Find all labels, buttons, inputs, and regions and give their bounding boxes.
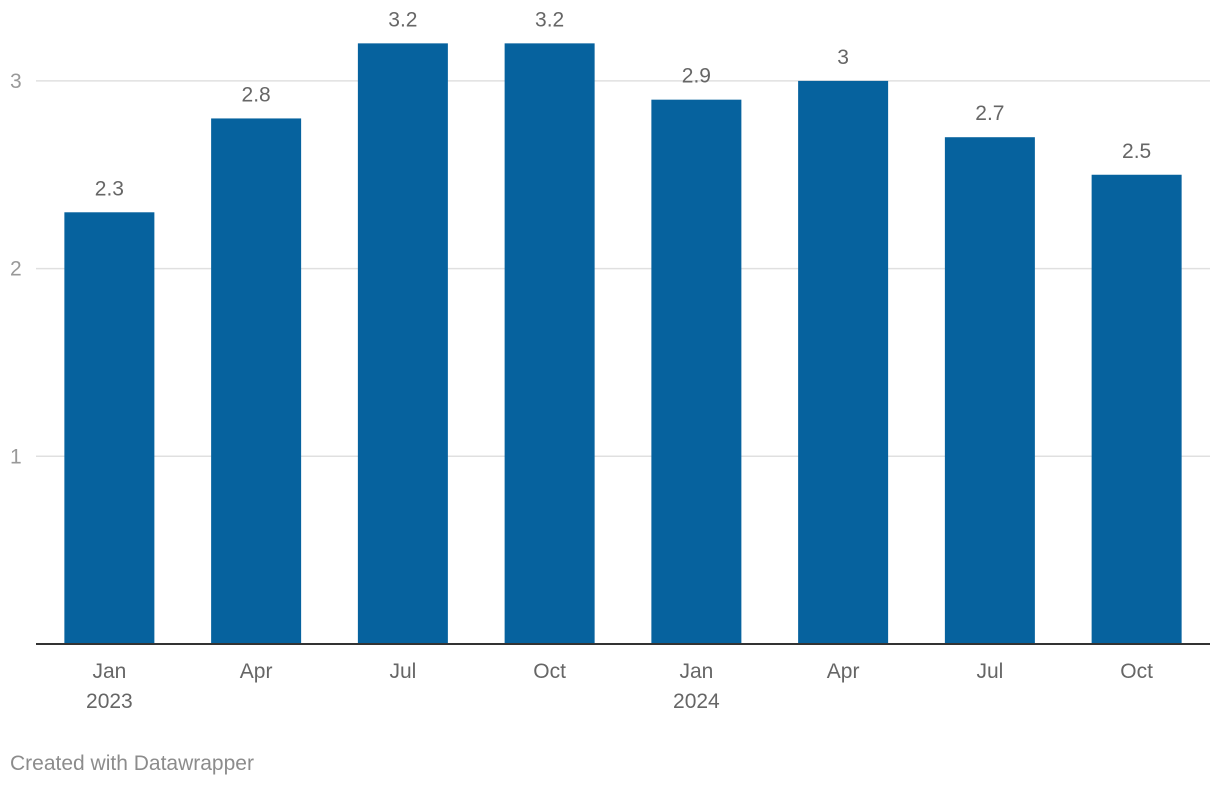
x-tick-year-label: 2023 [86,690,133,713]
bar-value-label: 3.2 [535,8,564,31]
bar [357,43,448,645]
y-axis-ticks: 1 2 3 [10,70,22,468]
bar [1091,174,1182,644]
x-tick-year-label: 2024 [673,690,720,713]
credit-text: Created with Datawrapper [10,752,254,775]
bar [651,99,742,645]
x-tick-label: Jan [92,660,126,683]
value-labels: 2.3 2.8 3.2 3.2 2.9 3 2.7 2.5 [95,8,1151,200]
x-axis-ticks: Jan 2023 Apr Jul Oct Jan 2024 Apr Jul Oct [86,660,1153,713]
y-tick-label: 3 [10,70,22,93]
bar-value-label: 2.9 [682,65,711,88]
bar [504,43,595,645]
bar-value-label: 3 [837,46,849,69]
y-tick-label: 1 [10,445,22,468]
bars [64,43,1182,645]
bar [798,80,889,644]
bar-value-label: 2.8 [242,83,271,106]
bar-chart: 1 2 3 2.3 2.8 3.2 3.2 2.9 3 2.7 2.5 Jan 2023 Apr Jul… [10,8,1210,713]
bar [211,118,302,644]
x-tick-label: Apr [240,660,273,683]
bar-value-label: 2.5 [1122,140,1151,163]
y-tick-label: 2 [10,258,22,281]
x-tick-label: Oct [1120,660,1153,683]
x-tick-label: Oct [533,660,566,683]
bar [64,212,155,645]
bar [944,137,1035,644]
bar-value-label: 3.2 [388,8,417,31]
x-tick-label: Jul [976,660,1003,683]
x-tick-label: Jan [679,660,713,683]
bar-value-label: 2.7 [975,102,1004,125]
x-tick-label: Jul [389,660,416,683]
bar-value-label: 2.3 [95,177,124,200]
x-tick-label: Apr [827,660,860,683]
